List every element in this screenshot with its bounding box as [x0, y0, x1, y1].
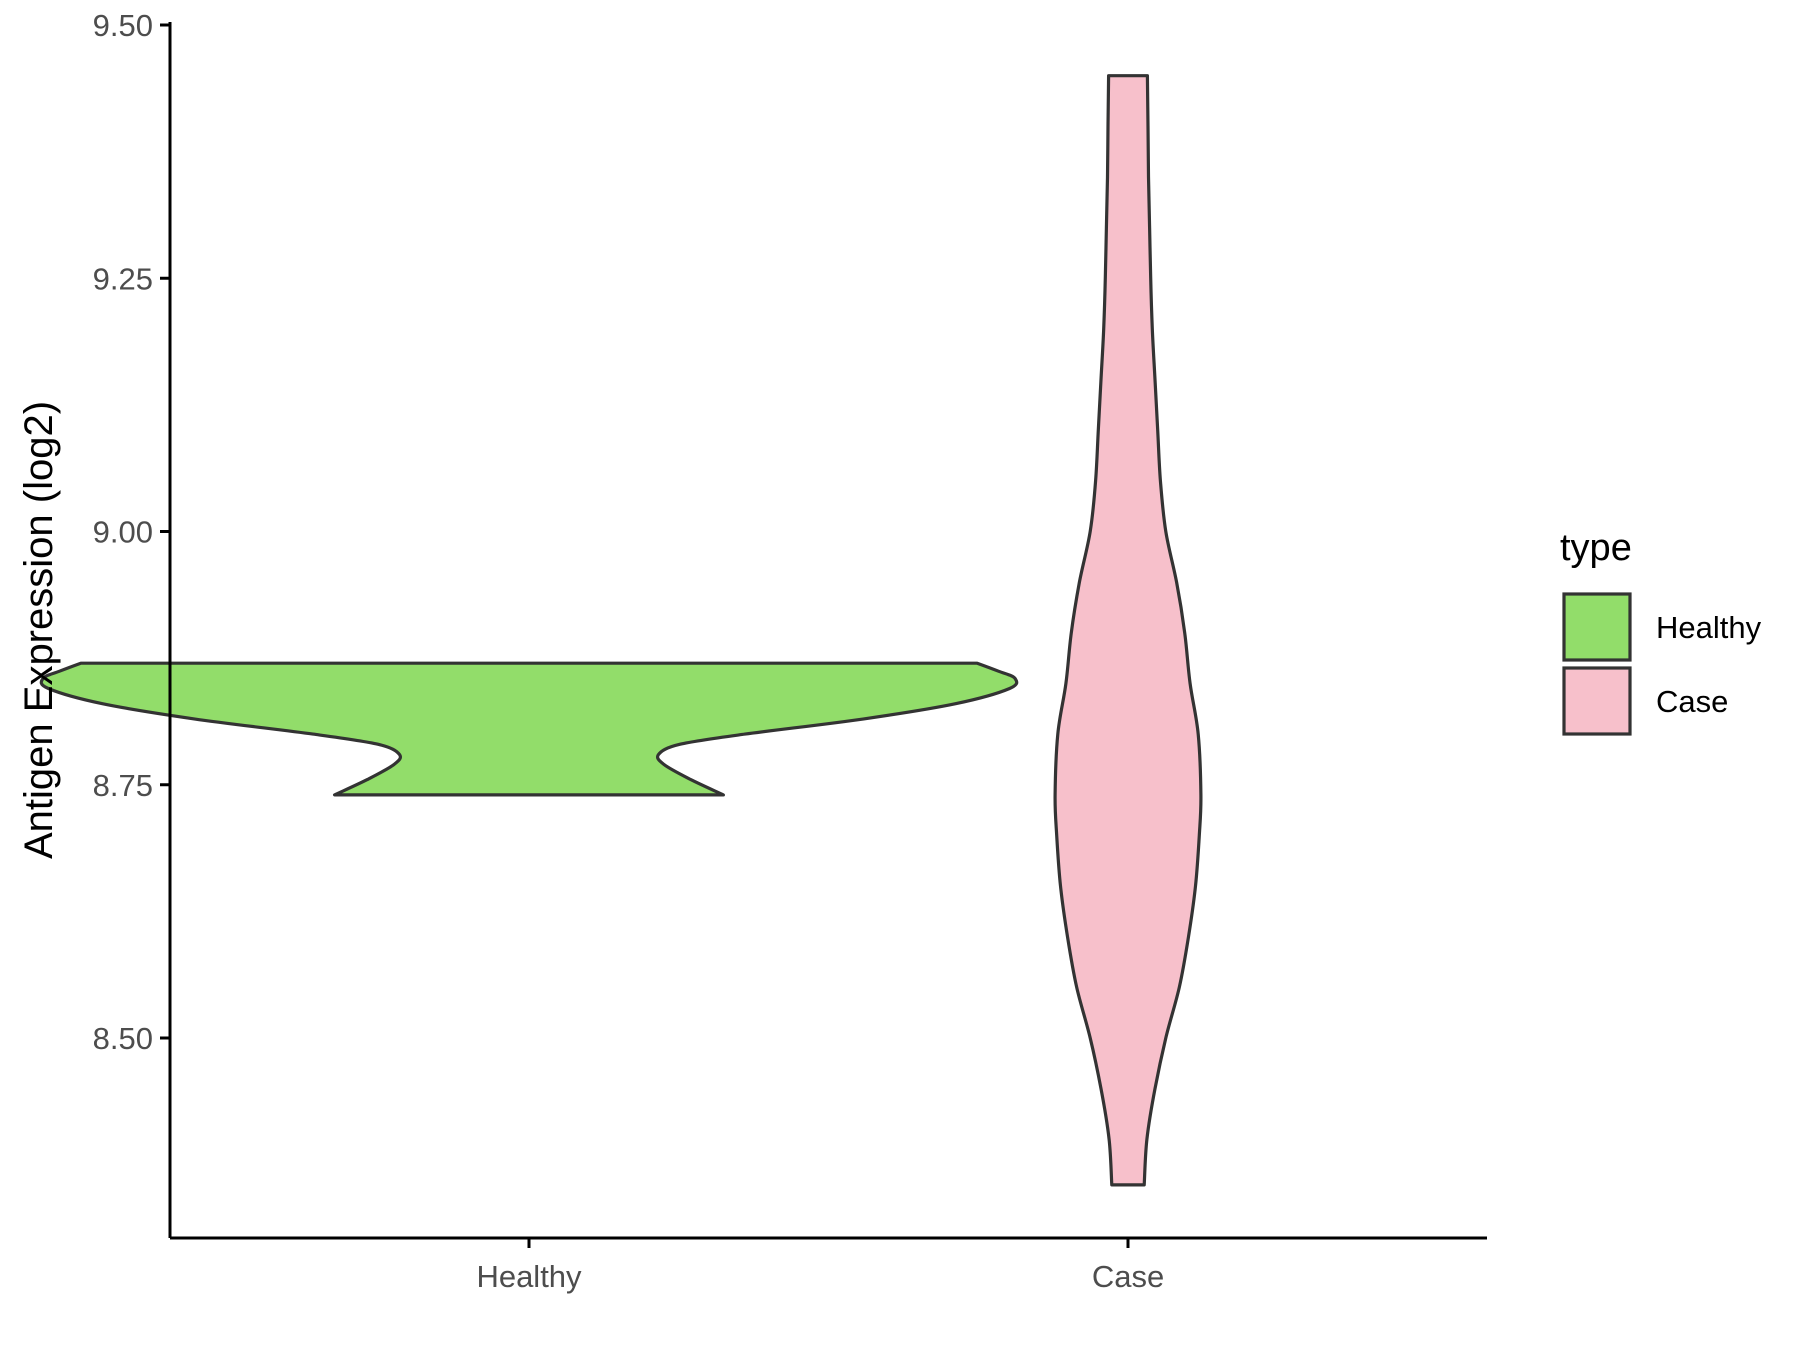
violin-case: [1053, 74, 1203, 1187]
x-tick-label: Healthy: [476, 1259, 582, 1294]
y-tick-label: 8.75: [93, 768, 153, 803]
y-tick-label: 9.50: [93, 8, 153, 43]
tick-layer: 8.50 8.75 9.00 9.25 9.50 Healthy Case: [93, 8, 1165, 1294]
y-tick-label: 9.00: [93, 515, 153, 550]
axes-layer: [168, 22, 1487, 1240]
legend: type Healthy Case: [1560, 527, 1762, 736]
y-tick-label: 9.25: [93, 261, 153, 296]
legend-label-case: Case: [1656, 684, 1728, 719]
legend-swatch-healthy: [1562, 592, 1632, 662]
y-tick-label: 8.50: [93, 1021, 153, 1056]
violin-healthy: [39, 661, 1019, 797]
legend-swatch-case: [1562, 666, 1632, 736]
legend-title: type: [1560, 527, 1632, 569]
violin-layer: [39, 74, 1203, 1187]
x-tick-label: Case: [1092, 1259, 1164, 1294]
y-axis-title: Antigen Expression (log2): [17, 401, 61, 859]
legend-label-healthy: Healthy: [1656, 610, 1762, 645]
